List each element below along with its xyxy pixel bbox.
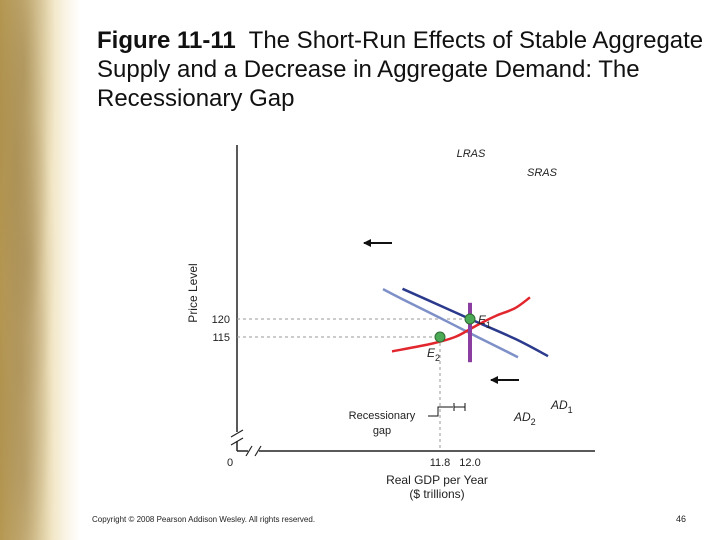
x-axis-break-mark-2 (254, 445, 262, 457)
e1-label-main: E (478, 313, 487, 327)
e2-label: E2 (427, 346, 440, 363)
ad1-label-main: AD (550, 398, 568, 412)
e2-label-main: E (427, 346, 436, 360)
origin-label: 0 (227, 457, 233, 469)
decorative-side-band (0, 0, 80, 540)
x-axis-break-mark-1 (245, 445, 253, 457)
y-axis-break-mark-1 (230, 429, 244, 438)
lras-label: LRAS (457, 148, 486, 160)
y-tick-label-115: 115 (212, 332, 230, 344)
sras-curve (391, 296, 531, 353)
e2-label-sub: 2 (435, 353, 440, 363)
ad1-label: AD1 (550, 398, 573, 415)
x-axis-label-line2: ($ trillions) (409, 487, 464, 501)
y-tick-label-120: 120 (212, 314, 230, 326)
x-tick-label-12-0: 12.0 (459, 457, 480, 469)
y-axis-label: Price Level (186, 263, 200, 322)
lras-label-text: LRAS (457, 148, 486, 160)
figure-title: The Short-Run Effects of Stable Aggregat… (97, 27, 704, 112)
x-axis-label-line1: Real GDP per Year (386, 473, 488, 487)
x-tick-label-11-8: 11.8 (430, 457, 451, 469)
ad1-label-sub: 1 (568, 405, 573, 415)
sras-label: SRAS (527, 167, 558, 179)
ad2-label: AD2 (513, 410, 536, 427)
ad2-label-sub: 2 (531, 417, 536, 427)
e1-label: E1 (478, 313, 491, 330)
sras-label-text: SRAS (527, 167, 558, 179)
ad2-curve (382, 287, 519, 359)
y-axis-break-mark-2 (230, 437, 244, 446)
e1-label-sub: 1 (486, 320, 491, 330)
recessionary-gap-pointer (428, 406, 453, 417)
figure-number: Figure 11-11 (97, 27, 236, 54)
page-number: 46 (676, 514, 687, 524)
equilibrium-point-e2 (434, 331, 446, 343)
slide-title: Figure 11-11 The Short-Run Effects of St… (97, 26, 707, 113)
equilibrium-point-e1 (464, 313, 476, 325)
copyright-notice: Copyright © 2008 Pearson Addison Wesley.… (92, 515, 316, 524)
recessionary-gap-label-line1: Recessionary (349, 410, 416, 422)
ad2-label-main: AD (513, 410, 531, 424)
recessionary-gap-label-line2: gap (373, 425, 391, 437)
